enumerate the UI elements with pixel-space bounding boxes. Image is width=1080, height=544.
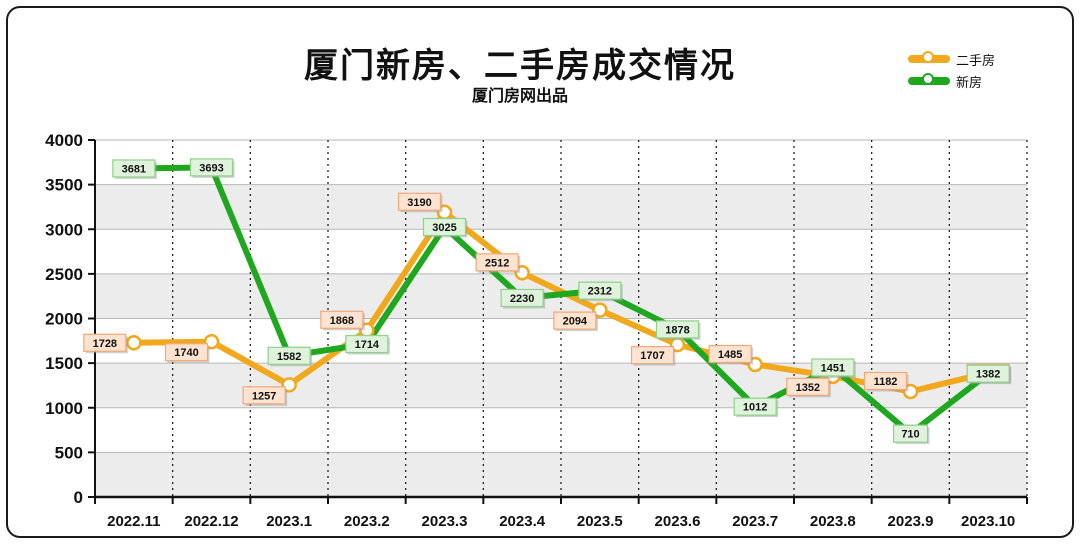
data-point [747, 356, 763, 373]
data-point [902, 383, 919, 400]
data-label: 3693 [199, 162, 223, 174]
x-tick-label: 2023.4 [499, 513, 546, 530]
data-label-box [863, 371, 908, 391]
data-label-box [164, 343, 209, 362]
data-label-box [189, 158, 234, 177]
data-label: 1012 [743, 402, 767, 414]
data-label: 2094 [563, 316, 588, 328]
legend-swatch-secondhand [908, 51, 950, 63]
data-label: 2230 [510, 293, 534, 305]
data-label-box [892, 424, 929, 443]
data-label: 2312 [588, 286, 612, 298]
x-tick-label: 2023.10 [961, 513, 1015, 530]
y-tick-label: 4000 [45, 131, 83, 150]
data-label-box [397, 192, 442, 211]
data-label: 1707 [640, 350, 664, 362]
data-label: 1582 [277, 351, 301, 363]
data-label-box [267, 346, 311, 365]
data-label: 1352 [796, 382, 820, 394]
data-label-box [733, 397, 777, 416]
x-tick-label: 2023.1 [266, 513, 312, 530]
data-label-box [811, 358, 855, 377]
y-tick-label: 3000 [45, 220, 83, 239]
data-label-box [345, 334, 389, 354]
data-point [126, 335, 142, 351]
data-label-box [578, 281, 622, 300]
data-label-box [630, 346, 675, 365]
chart-title: 厦门新房、二手房成交情况 [304, 46, 736, 86]
y-tick-label: 500 [55, 443, 83, 462]
x-tick-label: 2023.8 [810, 513, 856, 530]
x-tick-label: 2023.5 [577, 513, 623, 530]
legend-swatch-new [908, 73, 950, 85]
legend-item-new: 新房 [908, 70, 995, 92]
data-label: 1485 [718, 349, 742, 361]
data-label: 3190 [407, 197, 431, 209]
data-label-box [553, 311, 597, 330]
legend-label-new: 新房 [956, 75, 983, 91]
data-label: 2512 [485, 257, 509, 269]
data-label: 1878 [665, 324, 689, 336]
data-label: 1257 [252, 390, 276, 402]
y-tick-label: 1500 [45, 354, 83, 373]
data-label: 1451 [821, 362, 845, 374]
data-label: 3025 [432, 222, 456, 234]
data-label: 1714 [355, 339, 380, 351]
x-tick-label: 2022.11 [107, 513, 160, 530]
data-label: 3681 [122, 163, 146, 175]
x-tick-label: 2023.3 [422, 513, 468, 530]
data-point [592, 302, 608, 318]
x-tick-label: 2023.6 [655, 513, 701, 530]
data-label-box [708, 344, 752, 364]
data-label: 1728 [93, 338, 117, 350]
legend-item-secondhand: 二手房 [908, 48, 995, 70]
y-tick-label: 2000 [45, 310, 83, 329]
chart-legend: 二手房 新房 [908, 48, 995, 92]
data-label: 710 [901, 429, 919, 441]
data-point [281, 377, 297, 393]
data-label: 1382 [976, 369, 1000, 381]
data-label: 1740 [174, 347, 198, 359]
data-point [203, 333, 220, 350]
x-tick-label: 2023.2 [344, 513, 390, 530]
chart-subtitle: 厦门房网出品 [471, 86, 568, 105]
data-label-box [320, 310, 364, 329]
y-tick-label: 3500 [45, 176, 83, 195]
data-label-box [966, 364, 1010, 383]
data-label: 1868 [330, 315, 354, 327]
data-label: 1182 [874, 376, 898, 388]
data-label-box [500, 288, 544, 308]
x-tick-label: 2023.7 [732, 513, 778, 530]
data-label-box [655, 320, 700, 339]
data-label-box [112, 159, 156, 178]
data-label-box [422, 217, 467, 237]
data-label-box [475, 253, 519, 272]
x-tick-label: 2023.9 [888, 513, 934, 530]
chart-frame [6, 6, 1074, 538]
data-label-box [242, 386, 286, 405]
y-tick-label: 2500 [45, 265, 83, 284]
data-point [514, 265, 530, 281]
x-tick-label: 2022.12 [184, 513, 238, 530]
y-tick-label: 0 [74, 488, 83, 507]
data-label-box [83, 333, 127, 352]
series-line-1 [130, 164, 992, 437]
legend-label-secondhand: 二手房 [956, 53, 996, 69]
y-tick-label: 1000 [45, 399, 83, 418]
data-label-box [786, 377, 830, 396]
